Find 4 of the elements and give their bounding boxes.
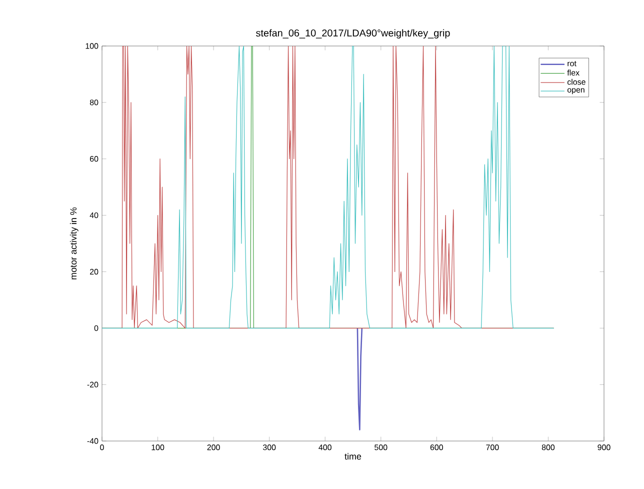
line-series [356, 327, 363, 430]
x-axis-title: time [344, 453, 362, 460]
y-axis-title: motor activity in % [70, 207, 78, 280]
chart-title: stefan_06_10_2017/LDA90°weight/key_grip [256, 29, 450, 38]
